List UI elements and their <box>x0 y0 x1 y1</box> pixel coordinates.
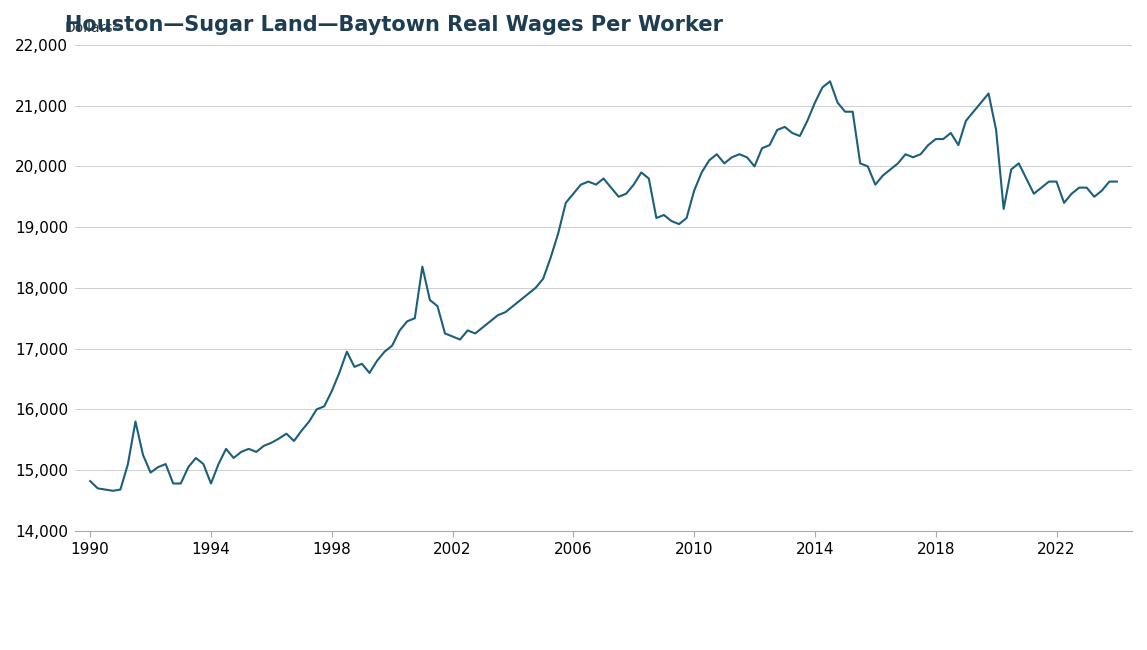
Text: Dollars*: Dollars* <box>64 21 120 35</box>
Text: Houston—Sugar Land—Baytown Real Wages Per Worker: Houston—Sugar Land—Baytown Real Wages Pe… <box>64 15 723 35</box>
